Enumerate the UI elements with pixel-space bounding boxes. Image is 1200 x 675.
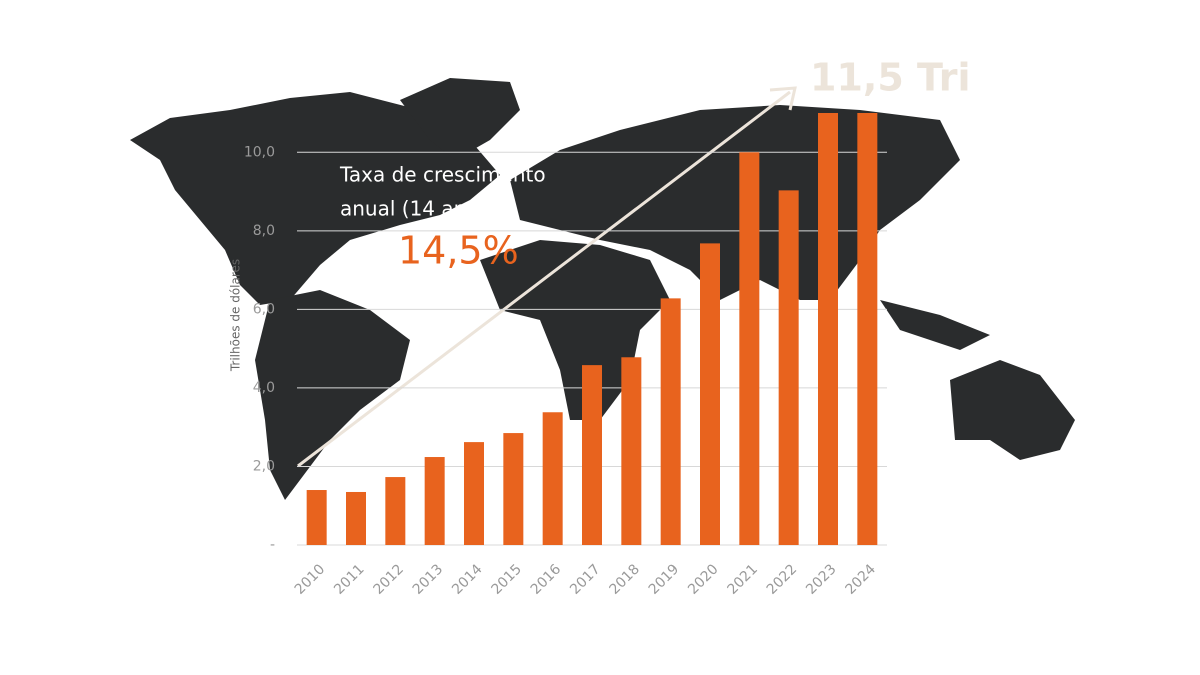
bar: [306, 490, 327, 545]
y-tick-label: -: [270, 537, 275, 553]
south-america: [255, 290, 410, 500]
rate-label: Taxa de crescimento: [339, 163, 546, 187]
x-tick-label: 2016: [528, 561, 565, 598]
bar: [818, 113, 838, 545]
bar: [542, 412, 563, 545]
bar: [346, 491, 366, 545]
x-tick-label: 2024: [842, 561, 879, 598]
bar: [424, 457, 445, 545]
bar: [660, 298, 681, 545]
bar: [582, 365, 602, 545]
bar: [739, 152, 760, 546]
bar: [778, 190, 799, 545]
y-tick-label: 10,0: [244, 144, 275, 160]
y-tick-label: 6,0: [253, 301, 275, 317]
growth-arrow: [297, 90, 791, 468]
total-value: 11,5 Tri: [810, 56, 971, 100]
x-tick-label: 2023: [803, 561, 840, 598]
x-tick-label: 2013: [410, 561, 447, 598]
x-tick-label: 2014: [449, 561, 486, 598]
y-axis-label: Trilhões de dólares: [229, 259, 243, 372]
y-tick-label: 4,0: [253, 380, 275, 396]
bar: [700, 243, 720, 546]
north-america: [130, 92, 500, 305]
y-tick-label: 8,0: [253, 223, 275, 239]
bar: [464, 442, 484, 545]
bar: [857, 113, 878, 545]
x-tick-label: 2021: [724, 561, 761, 598]
x-tick-label: 2022: [764, 561, 801, 598]
x-tick-label: 2017: [567, 561, 604, 598]
x-tick-label: 2020: [685, 561, 722, 598]
europe-asia: [510, 105, 960, 300]
x-tick-label: 2012: [370, 561, 407, 598]
y-tick-label: 2,0: [253, 458, 275, 474]
greenland: [400, 78, 520, 160]
x-tick-label: 2019: [646, 561, 683, 598]
bar: [503, 433, 524, 545]
bar: [385, 477, 406, 545]
x-tick-label: 2010: [292, 561, 329, 598]
indonesia: [880, 300, 990, 350]
bar: [621, 357, 642, 545]
x-tick-label: 2015: [488, 561, 525, 598]
x-tick-label: 2018: [606, 561, 643, 598]
rate-value: 14,5%: [398, 229, 519, 273]
x-tick-label: 2011: [331, 561, 368, 598]
world-map: [130, 78, 1075, 500]
rate-label: anual (14 anos): [340, 197, 497, 221]
growth-arrow-head: [769, 86, 797, 111]
australia: [950, 360, 1075, 460]
